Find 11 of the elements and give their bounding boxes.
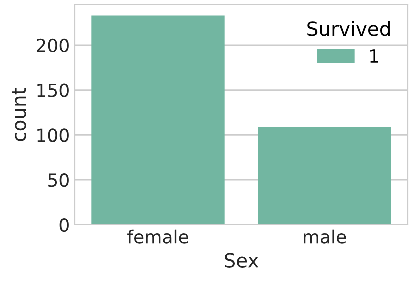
x-axis-title: Sex <box>225 253 259 268</box>
legend-label: 1 <box>370 50 378 63</box>
y-tick-label: 150 <box>38 84 69 98</box>
y-tick-label: 50 <box>48 174 69 188</box>
legend-title: Survived <box>308 21 390 36</box>
x-tick-label: male <box>304 230 346 244</box>
x-tick-label: female <box>128 230 188 244</box>
y-tick-label: 100 <box>38 128 69 142</box>
y-tick-label: 200 <box>37 38 69 53</box>
y-tick-label: 0 <box>60 218 69 232</box>
y-axis-title: count <box>12 88 26 142</box>
